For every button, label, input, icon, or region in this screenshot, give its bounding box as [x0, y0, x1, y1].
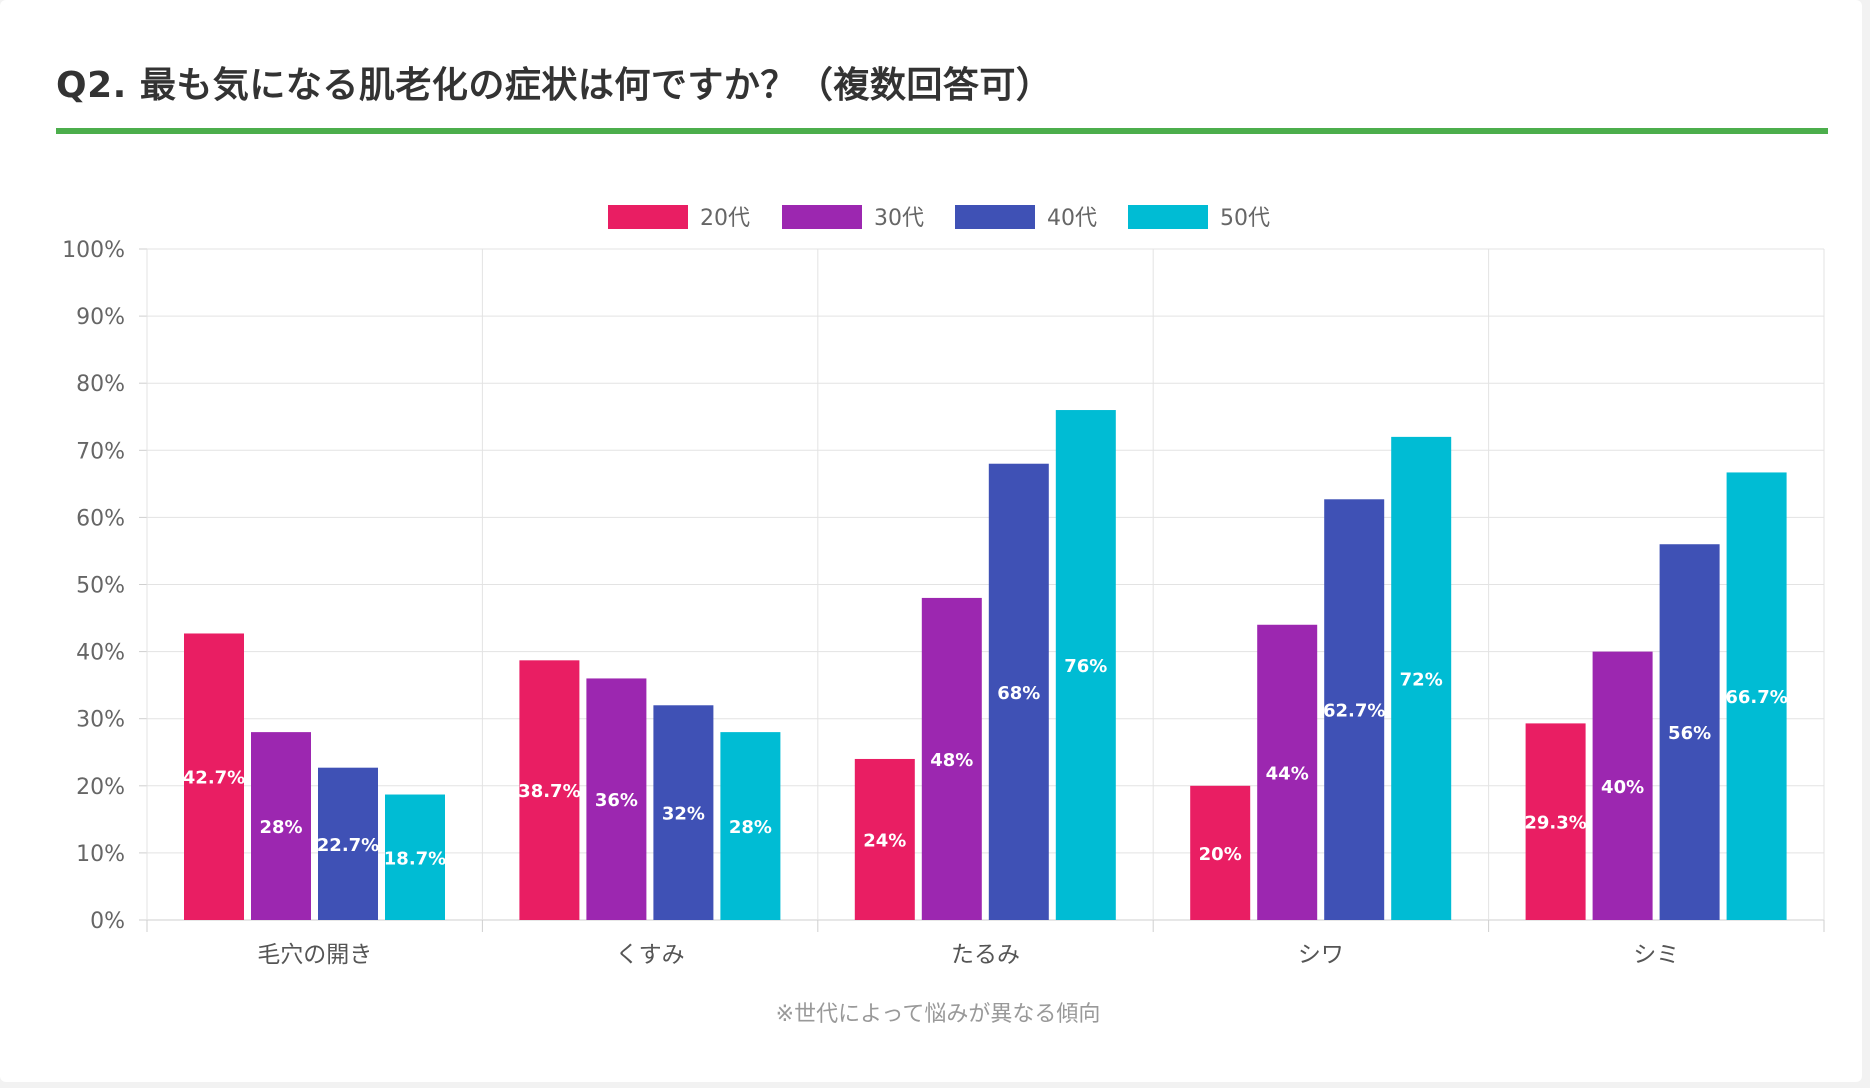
data-label: 42.7%: [183, 768, 245, 789]
bar-50代-くすみ: [720, 732, 781, 920]
x-category-label: シワ: [1298, 942, 1344, 968]
title-underline: [56, 128, 1828, 134]
legend-swatch-50代: [1128, 205, 1208, 229]
bar-30代-シミ: [1592, 651, 1653, 920]
data-label: 66.7%: [1725, 687, 1787, 708]
data-label: 36%: [595, 790, 638, 811]
data-label: 48%: [930, 750, 973, 771]
data-label: 62.7%: [1323, 701, 1385, 722]
bar-50代-毛穴の開き: [385, 794, 445, 920]
data-label: 22.7%: [317, 835, 379, 856]
bar-30代-くすみ: [586, 678, 647, 920]
data-label: 76%: [1064, 656, 1107, 677]
legend-label: 30代: [874, 206, 924, 231]
bar-50代-たるみ: [1055, 410, 1116, 920]
data-label: 24%: [863, 830, 906, 851]
data-label: 72%: [1400, 669, 1443, 690]
legend-label: 40代: [1047, 206, 1097, 231]
y-tick-label: 40%: [76, 641, 125, 666]
bar-50代-シミ: [1726, 472, 1787, 920]
data-label: 68%: [997, 683, 1040, 704]
bar-40代-シワ: [1324, 499, 1385, 920]
y-tick-label: 80%: [76, 372, 125, 397]
data-label: 44%: [1266, 763, 1309, 784]
y-tick-label: 50%: [76, 574, 125, 599]
data-label: 28%: [259, 817, 302, 838]
x-category-label: たるみ: [951, 942, 1020, 968]
bar-20代-毛穴の開き: [184, 633, 244, 920]
legend-swatch-30代: [782, 205, 862, 229]
y-tick-label: 30%: [76, 708, 125, 733]
bar-40代-くすみ: [653, 705, 714, 920]
data-label: 40%: [1601, 777, 1644, 798]
data-label: 20%: [1199, 844, 1242, 865]
y-tick-label: 90%: [76, 305, 125, 330]
legend-label: 20代: [700, 206, 750, 231]
bar-20代-くすみ: [519, 660, 580, 920]
data-label: 18.7%: [384, 848, 446, 869]
x-category-label: くすみ: [616, 942, 685, 968]
bar-30代-シワ: [1257, 624, 1318, 920]
x-category-label: 毛穴の開き: [257, 942, 372, 968]
bar-20代-シミ: [1525, 723, 1586, 920]
y-tick-label: 70%: [76, 439, 125, 464]
bar-50代-シワ: [1391, 436, 1452, 920]
page-title: Q2. 最も気になる肌老化の症状は何ですか？（複数回答可）: [56, 65, 1053, 106]
bar-30代-たるみ: [921, 597, 982, 920]
x-category-label: シミ: [1633, 942, 1679, 968]
data-label: 56%: [1668, 723, 1711, 744]
data-label: 38.7%: [518, 781, 580, 802]
y-tick-label: 60%: [76, 506, 125, 531]
legend-swatch-40代: [955, 205, 1035, 229]
bar-20代-シワ: [1190, 785, 1251, 920]
data-label: 28%: [729, 817, 772, 838]
y-tick-label: 0%: [90, 909, 125, 934]
data-label: 29.3%: [1524, 813, 1586, 834]
bar-40代-たるみ: [988, 463, 1049, 920]
y-tick-label: 10%: [76, 842, 125, 867]
data-label: 32%: [662, 804, 705, 825]
bar-40代-毛穴の開き: [318, 767, 378, 920]
bar-40代-シミ: [1659, 544, 1720, 920]
chart-annotation: ※世代によって悩みが異なる傾向: [776, 1002, 1101, 1027]
legend-swatch-20代: [608, 205, 688, 229]
legend-label: 50代: [1220, 206, 1270, 231]
bar-20代-たるみ: [854, 758, 915, 920]
y-tick-label: 100%: [62, 238, 125, 263]
bar-30代-毛穴の開き: [251, 732, 311, 920]
y-tick-label: 20%: [76, 775, 125, 800]
